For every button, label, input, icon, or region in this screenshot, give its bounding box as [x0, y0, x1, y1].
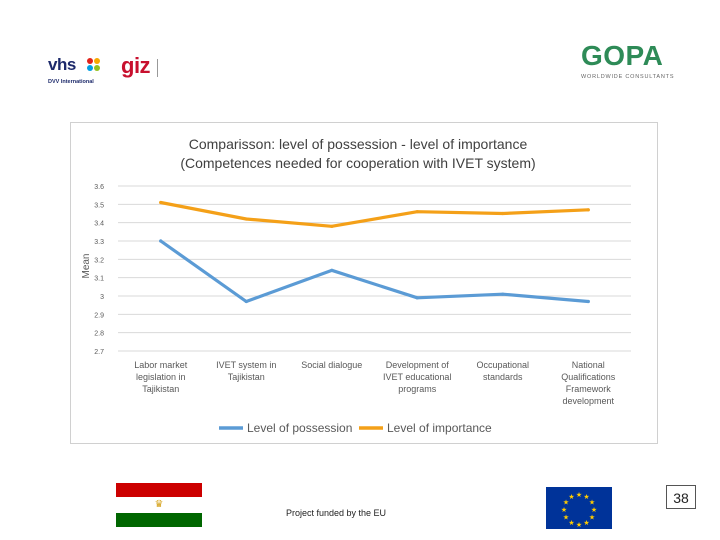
data-point	[415, 296, 419, 300]
chart-container: Comparisson: level of possession - level…	[70, 122, 658, 444]
svg-text:★: ★	[576, 521, 582, 529]
giz-logo-text: giz	[121, 53, 151, 78]
svg-text:★: ★	[568, 493, 574, 501]
y-tick-label: 3.2	[94, 257, 104, 264]
y-tick-label: 3	[100, 294, 104, 301]
y-axis-label: Mean	[81, 253, 92, 278]
svg-text:★: ★	[563, 514, 569, 522]
y-tick-label: 3.1	[94, 276, 104, 283]
data-point	[330, 224, 334, 228]
giz-divider	[157, 59, 158, 77]
svg-text:★: ★	[568, 519, 574, 527]
x-tick-label-line: IVET system in	[216, 360, 276, 370]
data-point	[501, 292, 505, 296]
legend-label: Level of importance	[387, 421, 492, 435]
line-chart: Comparisson: level of possession - level…	[81, 136, 631, 435]
crown-icon: ♛	[154, 499, 164, 510]
x-tick-label-line: standards	[483, 372, 523, 382]
data-point	[415, 210, 419, 214]
y-tick-labels: 2.7 2.8 2.9 3 3.1 3.2 3.3 3.4 3.5 3.6	[94, 184, 104, 356]
x-tick-label: Labor market legislation in Tajikistan	[134, 360, 188, 394]
series-lines	[159, 200, 590, 304]
x-tick-labels: Labor market legislation in TajikistanIVET…	[134, 360, 616, 406]
x-tick-label-line: IVET educational	[383, 372, 451, 382]
gopa-logo: GOPA WORLDWIDE CONSULTANTS	[575, 40, 675, 84]
data-point	[586, 208, 590, 212]
x-tick-label-line: Framework	[566, 384, 612, 394]
data-point	[244, 299, 248, 304]
y-tick-label: 2.9	[94, 312, 104, 319]
page-number: 38	[666, 485, 696, 509]
svg-text:★: ★	[561, 506, 567, 514]
x-tick-label-line: Tajikistan	[142, 384, 179, 394]
y-tick-label: 3.4	[94, 221, 104, 228]
x-tick-label-line: Social dialogue	[301, 360, 362, 370]
chart-title: Comparisson: level of possession - level…	[189, 136, 528, 152]
data-point	[501, 211, 505, 216]
legend-label: Level of possession	[247, 421, 352, 435]
x-tick-label: Occupational standards	[476, 360, 529, 382]
x-tick-label-line: development	[562, 396, 614, 406]
y-tick-label: 2.8	[94, 331, 104, 338]
svg-text:★: ★	[583, 493, 589, 501]
eu-flag: ★ ★ ★ ★ ★ ★ ★ ★ ★ ★ ★ ★	[546, 487, 612, 529]
giz-logo: giz	[121, 53, 193, 83]
x-tick-label-line: programs	[398, 384, 437, 394]
grid-lines	[118, 185, 631, 352]
funded-by-eu-text: Project funded by the EU	[286, 508, 387, 518]
x-tick-label: Social dialogue	[301, 360, 362, 370]
gopa-logo-subtitle: WORLDWIDE CONSULTANTS	[581, 74, 675, 80]
data-point	[159, 200, 163, 205]
x-tick-label-line: Occupational	[476, 360, 529, 370]
gopa-logo-text: GOPA	[581, 40, 664, 71]
legend: Level of possession Level of importance	[219, 421, 492, 435]
y-tick-label: 3.6	[94, 184, 104, 191]
svg-text:★: ★	[583, 519, 589, 527]
data-point	[586, 299, 590, 304]
x-tick-label-line: legislation in	[136, 372, 186, 382]
svg-text:★: ★	[576, 491, 582, 499]
svg-text:★: ★	[589, 514, 595, 522]
data-point	[159, 239, 163, 243]
vhs-logo-subtitle: DVV International	[48, 79, 94, 85]
series-line-possession	[159, 239, 590, 304]
x-tick-label: IVET system in Tajikistan	[216, 360, 276, 382]
data-point	[330, 268, 334, 272]
tajikistan-flag: ♛	[116, 483, 202, 527]
x-tick-label: Development of IVET educational programs	[383, 360, 451, 394]
svg-text:★: ★	[591, 506, 597, 514]
chart-subtitle: (Competences needed for cooperation with…	[180, 155, 535, 171]
series-line-importance	[159, 200, 590, 228]
vhs-logo-text: vhs	[48, 55, 76, 74]
x-tick-label: National Qualifications Framework developme…	[561, 360, 616, 406]
y-tick-label: 3.5	[94, 202, 104, 209]
x-tick-label-line: National	[572, 360, 605, 370]
x-tick-label-line: Qualifications	[561, 372, 616, 382]
x-tick-label-line: Tajikistan	[228, 372, 265, 382]
x-tick-label-line: Development of	[386, 360, 450, 370]
data-point	[244, 217, 248, 221]
y-tick-label: 3.3	[94, 239, 104, 246]
vhs-dots-icon	[87, 58, 103, 74]
svg-text:★: ★	[563, 499, 569, 507]
eu-stars-icon: ★ ★★ ★★★ ★★★ ★★★	[561, 491, 597, 529]
x-tick-label-line: Labor market	[134, 360, 188, 370]
vhs-logo: vhs DVV International	[48, 55, 106, 91]
y-tick-label: 2.7	[94, 349, 104, 356]
svg-text:★: ★	[589, 499, 595, 507]
